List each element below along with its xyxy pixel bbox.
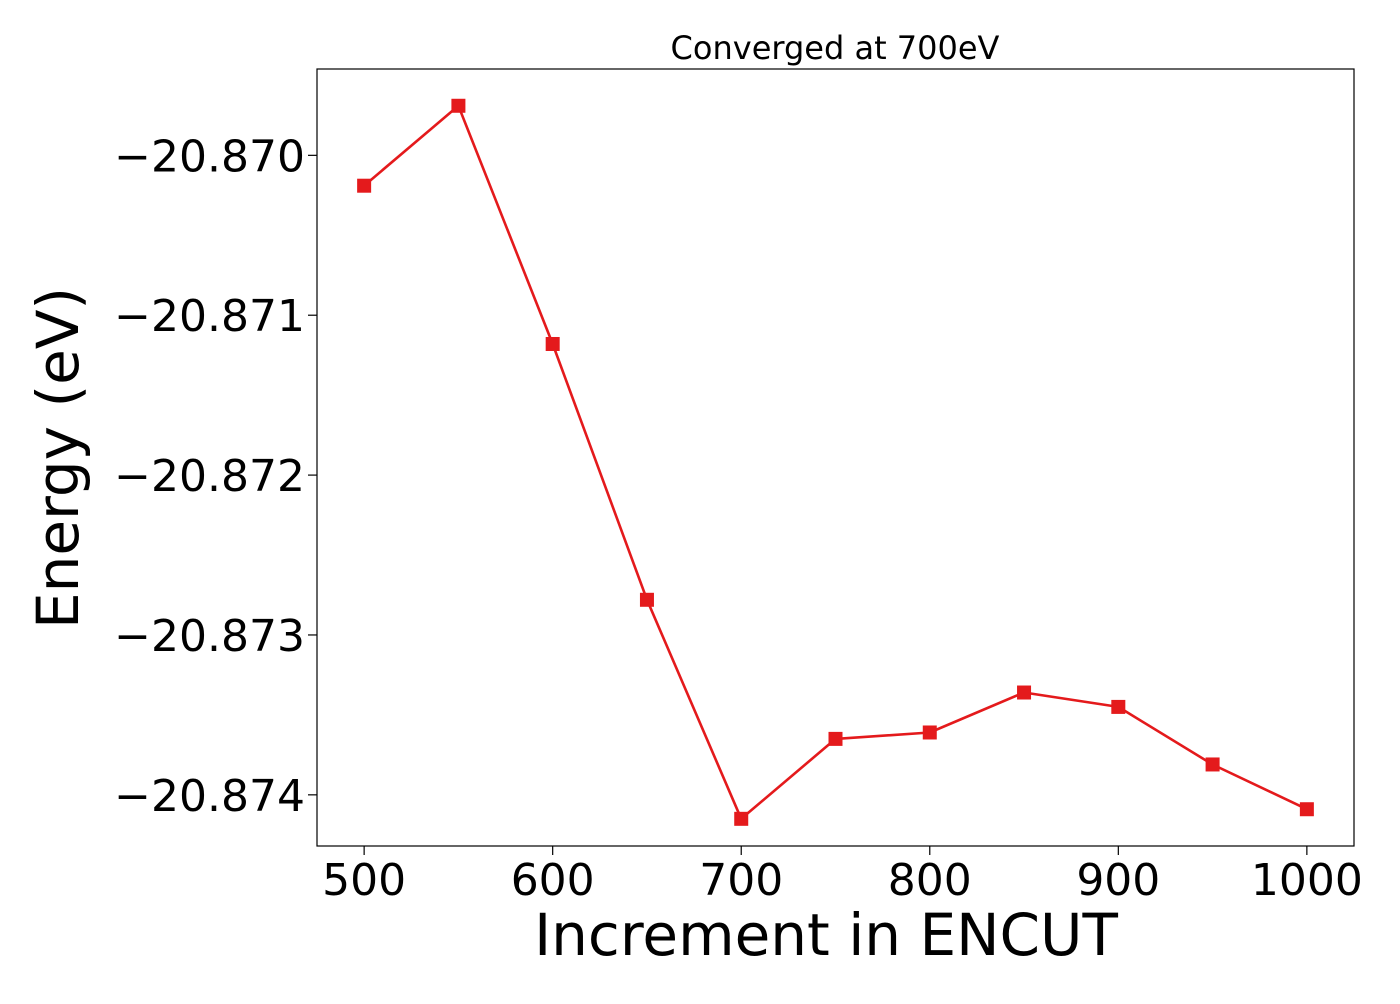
x-tick-label: 1000 bbox=[1251, 855, 1363, 906]
y-tick-label: −20.871 bbox=[114, 291, 305, 342]
data-point-marker bbox=[828, 731, 843, 746]
y-tick-label: −20.870 bbox=[114, 131, 305, 182]
data-point-marker bbox=[734, 811, 749, 826]
x-tick-label: 700 bbox=[699, 855, 783, 906]
y-tick-label: −20.872 bbox=[114, 451, 305, 502]
data-point-marker bbox=[357, 178, 372, 193]
y-tick-label: −20.874 bbox=[114, 771, 305, 822]
data-point-marker bbox=[451, 98, 466, 113]
x-tick-label: 800 bbox=[888, 855, 972, 906]
x-axis-label: Increment in ENCUT bbox=[534, 901, 1118, 969]
data-point-marker bbox=[1205, 757, 1220, 772]
y-tick-label: −20.873 bbox=[114, 611, 305, 662]
x-tick-label: 900 bbox=[1076, 855, 1160, 906]
data-point-marker bbox=[545, 336, 560, 351]
data-point-marker bbox=[639, 592, 654, 607]
x-tick-label: 500 bbox=[322, 855, 406, 906]
data-point-marker bbox=[922, 725, 937, 740]
x-tick-label: 600 bbox=[511, 855, 595, 906]
chart-title: Converged at 700eV bbox=[671, 29, 1000, 67]
y-axis-label: Energy (eV) bbox=[24, 287, 92, 629]
plot-area: 500 600 700 800 900 1000 −20.870 −20.871 −20.872… bbox=[114, 68, 1363, 906]
data-point-marker bbox=[1111, 699, 1126, 714]
data-point-marker bbox=[1299, 802, 1314, 817]
plot-frame bbox=[316, 68, 1355, 847]
data-point-marker bbox=[1017, 685, 1032, 700]
